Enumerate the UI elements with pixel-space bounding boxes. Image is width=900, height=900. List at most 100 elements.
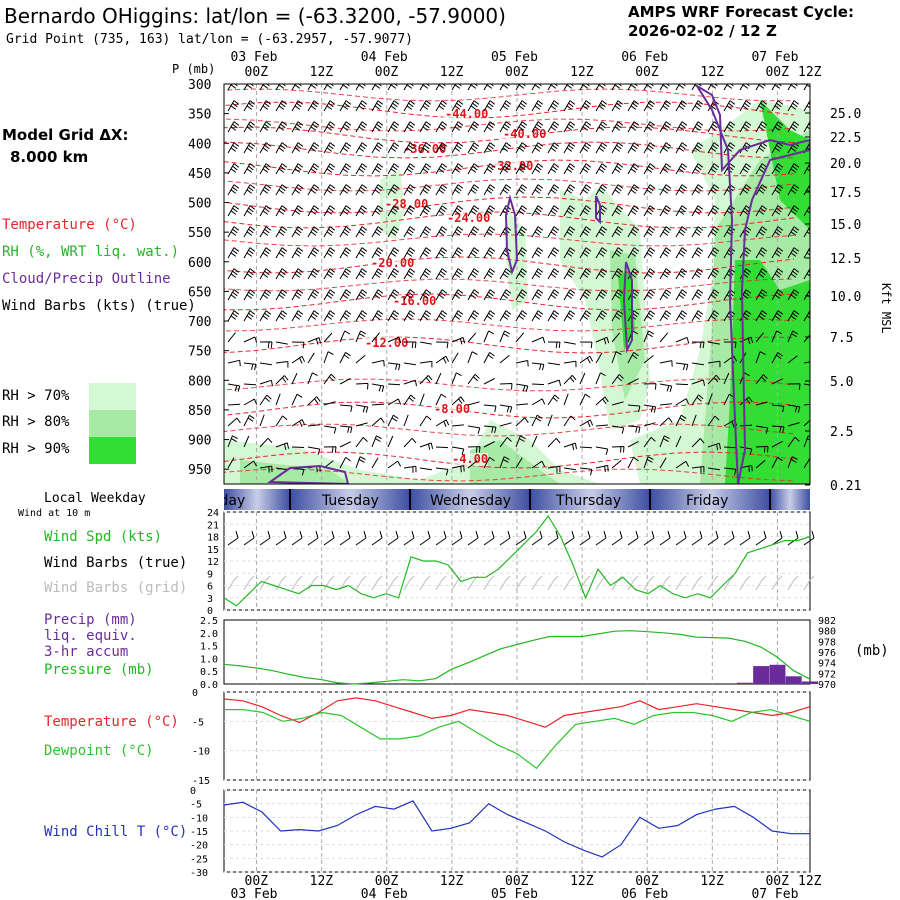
wind-barb [675, 226, 688, 238]
wind-barb [483, 163, 496, 175]
wind-barb [339, 425, 353, 434]
wind-barb [387, 383, 401, 386]
wind-barb [371, 332, 380, 343]
wind-barb [611, 163, 624, 175]
wind-barb [723, 205, 736, 217]
wind-barb-grid [787, 575, 799, 591]
wind-barb [771, 268, 784, 280]
hour-label-bottom: 00Z [765, 874, 789, 889]
wind-tick-label: 3 [207, 594, 213, 605]
legend-wind-speed: Wind Spd (kts) [44, 529, 163, 545]
wind-barb [595, 336, 610, 345]
wind-barb [531, 268, 544, 280]
wind-barb [275, 184, 288, 196]
wind-barb [451, 163, 464, 175]
wind-barb [419, 142, 432, 154]
wind-barb [723, 247, 736, 259]
wind-barb [611, 332, 621, 343]
wind-barb [243, 289, 256, 301]
wind-barb [691, 310, 704, 322]
rh-region [618, 270, 635, 350]
weekday-label: Thursday [555, 493, 621, 509]
wind-barb [291, 121, 304, 133]
wind-barb [643, 310, 656, 322]
wind-barb [323, 84, 334, 91]
wind-barb [467, 84, 478, 91]
wind-barb [595, 163, 608, 175]
wind-barb [451, 121, 464, 133]
wind-barb [243, 310, 256, 322]
wind-barb [307, 337, 322, 345]
wind-barb [339, 205, 352, 217]
wind-barb [723, 446, 737, 449]
wind-barb [403, 226, 416, 238]
wind-barb [483, 184, 496, 196]
wind-barb [547, 247, 560, 259]
forecast-cycle-label: AMPS WRF Forecast Cycle: [628, 3, 854, 21]
wind-barb [563, 268, 576, 280]
wind-barb-grid [515, 575, 527, 591]
model-grid-label: Model Grid ΔX: [2, 126, 129, 144]
wind-barb [307, 226, 320, 238]
wind-barb-true [707, 530, 719, 546]
wind-barb [451, 446, 465, 455]
wind-barb [403, 84, 414, 91]
wind-barb [691, 379, 706, 386]
wind-barb [291, 341, 305, 349]
wind-barb [403, 310, 416, 322]
wind-barb [579, 419, 594, 428]
temperature-contour-label: -44.00 [445, 107, 488, 121]
hour-label-top: 12Z [310, 65, 334, 80]
wind-barb [771, 352, 783, 364]
wind-tick-label: 6 [207, 582, 213, 593]
wind-barb [787, 404, 801, 413]
wind-barb [675, 163, 688, 175]
wind-barb [787, 330, 799, 343]
wind-barb [291, 163, 304, 175]
wind-barb [451, 184, 464, 196]
wind-barb-true [387, 530, 399, 546]
wind-barb [307, 121, 320, 133]
wind-barb [387, 310, 400, 322]
precip-tick-label: 0.0 [200, 680, 218, 691]
wind-barb [707, 442, 721, 451]
wind-barb [547, 100, 560, 112]
wind-barb [227, 383, 241, 392]
wind-barb-grid [371, 575, 383, 591]
wind-barb [307, 372, 318, 385]
wind-barb [387, 336, 402, 344]
wind-barb [419, 360, 433, 368]
wind-barb-true [419, 530, 431, 546]
wind-barb [371, 457, 379, 469]
wind-barb [467, 247, 480, 259]
wind-barb [355, 404, 369, 413]
wind-barb [707, 374, 721, 385]
wind-barb [323, 310, 336, 322]
wind-barb [227, 84, 238, 91]
wind-barb [771, 404, 785, 413]
wind-barb [611, 401, 624, 406]
wind-barb [627, 100, 640, 112]
wind-barb-grid [275, 575, 287, 591]
wind-barb [307, 396, 321, 406]
wind-barb [275, 268, 288, 280]
pressure-tick-label: 850 [188, 404, 211, 419]
wind-barb [787, 383, 801, 390]
wind-barb [803, 247, 810, 259]
wind-tick-label: 15 [207, 545, 219, 556]
wind-barb [259, 414, 265, 427]
wind-barb [675, 289, 688, 301]
wind-barb [371, 268, 384, 280]
temperature-label-bg [391, 295, 429, 308]
wind-barb [227, 226, 240, 238]
wind-barb [451, 396, 465, 406]
wind-barb [275, 361, 289, 368]
hour-label-bottom: 12Z [798, 874, 822, 889]
wind-barb [467, 373, 480, 385]
wind-barb [563, 163, 576, 175]
wind-barb [435, 467, 449, 476]
wind-barb [323, 205, 336, 217]
wind-barb [547, 310, 560, 322]
wind-barb [227, 435, 238, 448]
wind-barb [659, 121, 672, 133]
